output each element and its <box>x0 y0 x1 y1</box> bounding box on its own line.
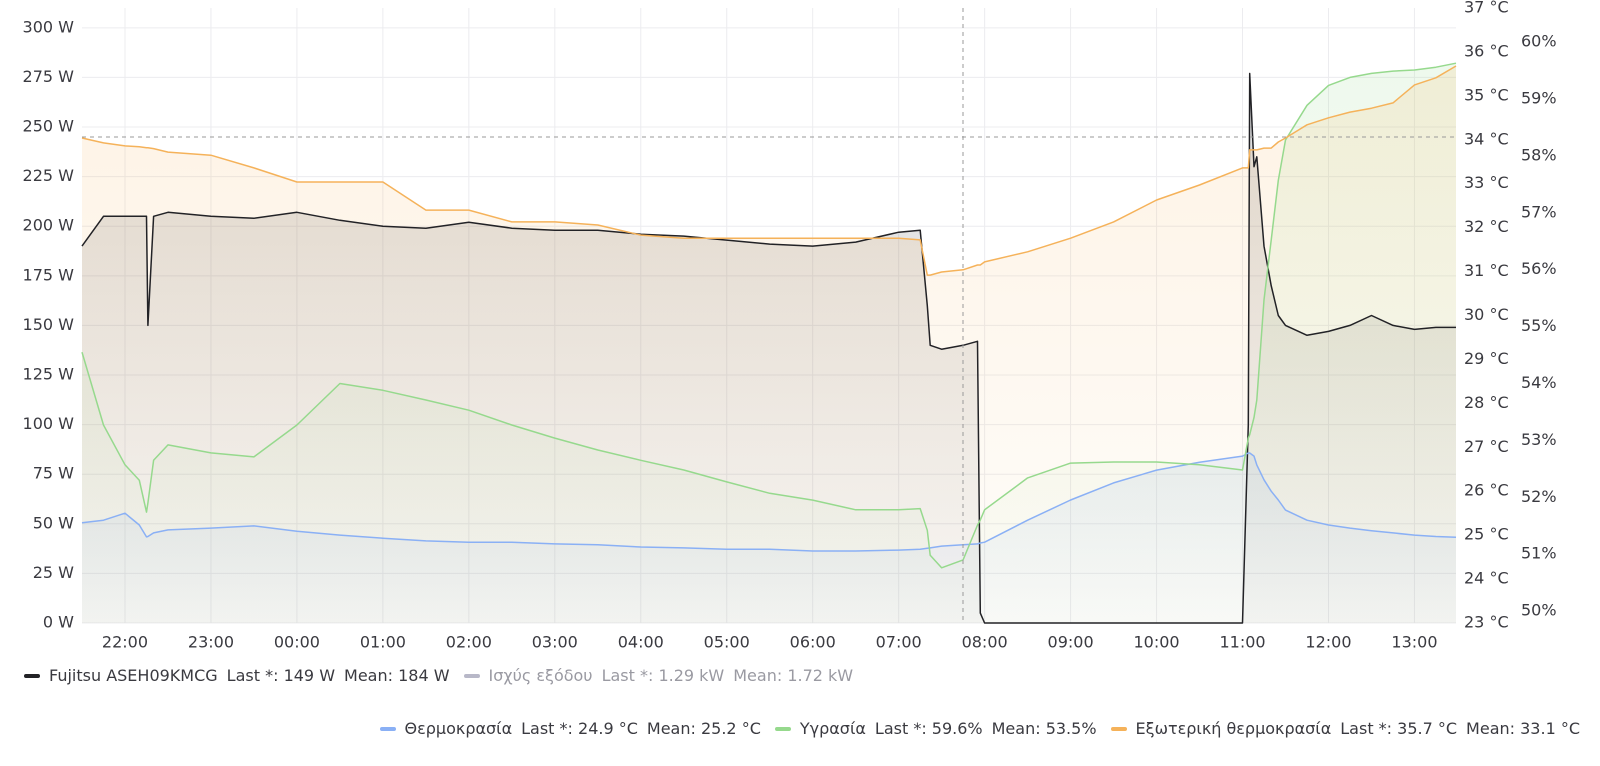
y2-tick-label: 26 °C <box>1464 481 1509 500</box>
x-tick-label: 12:00 <box>1305 633 1351 652</box>
legend-mean: Mean: 53.5% <box>991 719 1097 738</box>
y2-tick-label: 37 °C <box>1464 0 1509 17</box>
y2-tick-label: 27 °C <box>1464 437 1509 456</box>
y-tick-label: 200 W <box>23 216 75 235</box>
y2-tick-label: 35 °C <box>1464 85 1509 104</box>
y2-tick-label: 29 °C <box>1464 349 1509 368</box>
series-line <box>81 65 1457 276</box>
y-tick-label: 300 W <box>23 17 75 36</box>
x-tick-label: 01:00 <box>360 633 406 652</box>
legend-last: Last *: 1.29 kW <box>601 666 725 685</box>
y3-tick-label: 55% <box>1521 316 1557 335</box>
x-tick-label: 22:00 <box>102 633 148 652</box>
legend-name: Θερμοκρασία <box>404 719 513 738</box>
legend-name: Εξωτερική θερμοκρασία <box>1135 719 1332 738</box>
y-tick-label: 250 W <box>23 117 75 136</box>
legend-mean: Mean: 25.2 °C <box>646 719 761 738</box>
x-tick-label: 11:00 <box>1219 633 1265 652</box>
x-tick-label: 07:00 <box>876 633 922 652</box>
y-tick-label: 100 W <box>23 414 75 433</box>
series-line <box>81 72 1456 624</box>
x-tick-label: 02:00 <box>446 633 492 652</box>
y2-tick-label: 33 °C <box>1464 173 1509 192</box>
y3-tick-label: 54% <box>1521 373 1557 392</box>
legend: Θερμοκρασία Last *: 24.9 °C Mean: 25.2 °C Υ… <box>0 719 1580 738</box>
legend-last: Last *: 35.7 °C <box>1340 719 1458 738</box>
legend-item[interactable]: Εξωτερική θερμοκρασία Last *: 35.7 °C Mean… <box>1110 719 1580 738</box>
y3-tick-label: 59% <box>1521 89 1557 108</box>
y3-tick-label: 52% <box>1521 487 1557 506</box>
x-tick-label: 08:00 <box>962 633 1008 652</box>
legend-item[interactable]: Υγρασία Last *: 59.6% Mean: 53.5% <box>774 719 1097 738</box>
legend-swatch <box>774 726 791 731</box>
x-tick-label: 00:00 <box>274 633 320 652</box>
legend-item[interactable]: Fujitsu ASEH09KMCG Last *: 149 W Mean: 184… <box>24 666 450 685</box>
series-line <box>81 62 1457 569</box>
y-tick-label: 275 W <box>23 67 75 86</box>
y-tick-label: 75 W <box>33 464 74 483</box>
legend-last: Last *: 59.6% <box>874 719 983 738</box>
legend-last: Last *: 149 W <box>226 666 336 685</box>
y3-tick-label: 57% <box>1521 202 1557 221</box>
legend-last: Last *: 24.9 °C <box>521 719 638 738</box>
legend-item[interactable]: Θερμοκρασία Last *: 24.9 °C Mean: 25.2 °C <box>379 719 761 738</box>
y2-tick-label: 30 °C <box>1464 305 1509 324</box>
x-tick-label: 23:00 <box>188 633 234 652</box>
y3-tick-label: 53% <box>1521 430 1557 449</box>
y-tick-label: 0 W <box>43 613 74 632</box>
y2-tick-label: 34 °C <box>1464 129 1509 148</box>
legend-item[interactable]: Ισχύς εξόδου Last *: 1.29 kW Mean: 1.72 kW <box>463 666 854 685</box>
series-line <box>81 452 1457 552</box>
legend: Fujitsu ASEH09KMCG Last *: 149 W Mean: 184… <box>24 666 1600 685</box>
chart: 0 W 25 W 50 W 75 W 100 W 125 W 150 W 175 W 200 W… <box>23 0 1557 652</box>
y3-tick-label: 60% <box>1521 32 1557 51</box>
legend-swatch <box>24 673 40 678</box>
legend-mean: Mean: 33.1 °C <box>1466 719 1580 738</box>
y3-tick-label: 58% <box>1521 145 1557 164</box>
y-tick-label: 175 W <box>23 265 75 284</box>
y2-tick-label: 25 °C <box>1464 525 1509 544</box>
y2-tick-label: 31 °C <box>1464 261 1509 280</box>
y-tick-label: 150 W <box>23 315 75 334</box>
x-tick-label: 04:00 <box>618 633 664 652</box>
y-tick-label: 25 W <box>33 563 74 582</box>
legend-mean: Mean: 1.72 kW <box>733 666 854 685</box>
y3-tick-label: 51% <box>1521 544 1557 563</box>
y2-tick-label: 32 °C <box>1464 217 1509 236</box>
legend-swatch <box>379 726 396 731</box>
y2-tick-label: 23 °C <box>1464 613 1509 632</box>
legend-name: Fujitsu ASEH09KMCG <box>49 666 218 685</box>
x-tick-label: 03:00 <box>532 633 578 652</box>
y2-tick-label: 24 °C <box>1464 569 1509 588</box>
legend-mean: Mean: 184 W <box>344 666 450 685</box>
legend-swatch <box>463 673 480 678</box>
x-tick-label: 09:00 <box>1048 633 1094 652</box>
legend-name: Ισχύς εξόδου <box>488 666 593 685</box>
y-tick-label: 50 W <box>33 513 74 532</box>
x-tick-label: 05:00 <box>704 633 750 652</box>
y3-tick-label: 50% <box>1521 601 1557 620</box>
y2-tick-label: 28 °C <box>1464 393 1509 412</box>
y2-tick-label: 36 °C <box>1464 41 1509 60</box>
y3-tick-label: 56% <box>1521 259 1557 278</box>
x-tick-label: 10:00 <box>1134 633 1180 652</box>
legend-name: Υγρασία <box>799 719 866 738</box>
x-tick-label: 06:00 <box>790 633 836 652</box>
legend-swatch <box>1110 726 1127 731</box>
y-tick-label: 225 W <box>23 166 75 185</box>
x-tick-label: 13:00 <box>1391 633 1437 652</box>
y-tick-label: 125 W <box>23 365 75 384</box>
